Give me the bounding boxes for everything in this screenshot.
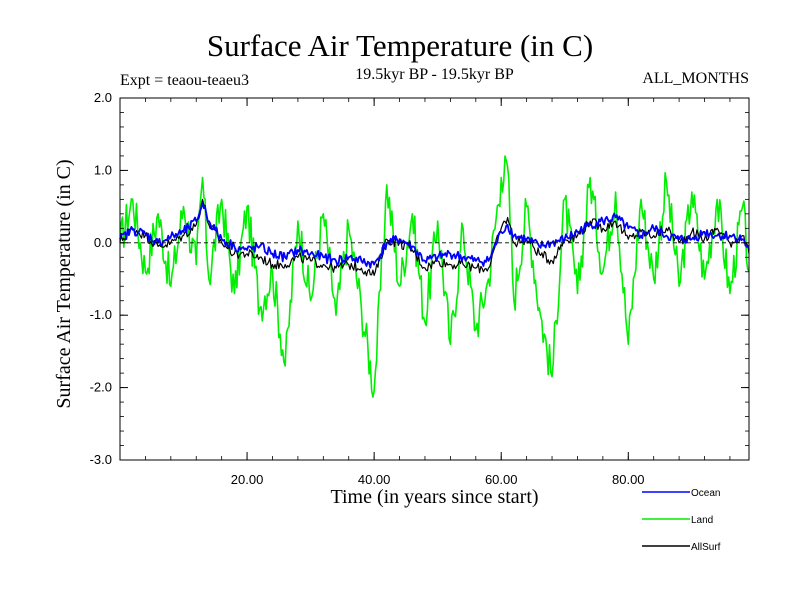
chart-title: Surface Air Temperature (in C) — [206, 28, 594, 63]
x-tick-label: 80.00 — [612, 472, 645, 487]
y-tick-label: -3.0 — [90, 452, 112, 467]
y-tick-label: 2.0 — [94, 90, 112, 105]
chart-subtitle: 19.5kyr BP - 19.5kyr BP — [355, 66, 514, 83]
series-line-ocean — [119, 202, 750, 269]
series-layer — [119, 155, 750, 398]
legend: Ocean Land AllSurf — [642, 488, 721, 553]
y-tick-label: -2.0 — [90, 380, 112, 395]
legend-label-land: Land — [691, 515, 713, 526]
series-line-land — [119, 155, 750, 398]
experiment-label: Expt = teaou-teaeu3 — [120, 72, 249, 89]
y-tick-label: 0.0 — [94, 235, 112, 250]
tick-layer: -3.0 -2.0 -1.0 0.0 1.0 2.0 20.00 40.00 60.00 80.0… — [90, 90, 749, 487]
months-label: ALL_MONTHS — [642, 70, 749, 87]
plot-frame — [119, 97, 750, 461]
legend-label-allsurf: AllSurf — [691, 542, 721, 553]
y-axis-title: Surface Air Temperature (in C) — [53, 159, 75, 408]
x-axis-title: Time (in years since start) — [330, 486, 538, 508]
x-tick-label: 20.00 — [231, 472, 264, 487]
legend-label-ocean: Ocean — [691, 488, 720, 499]
y-tick-label: 1.0 — [94, 162, 112, 177]
x-tick-label: 60.00 — [485, 472, 518, 487]
x-tick-label: 40.00 — [358, 472, 391, 487]
y-tick-label: -1.0 — [90, 307, 112, 322]
